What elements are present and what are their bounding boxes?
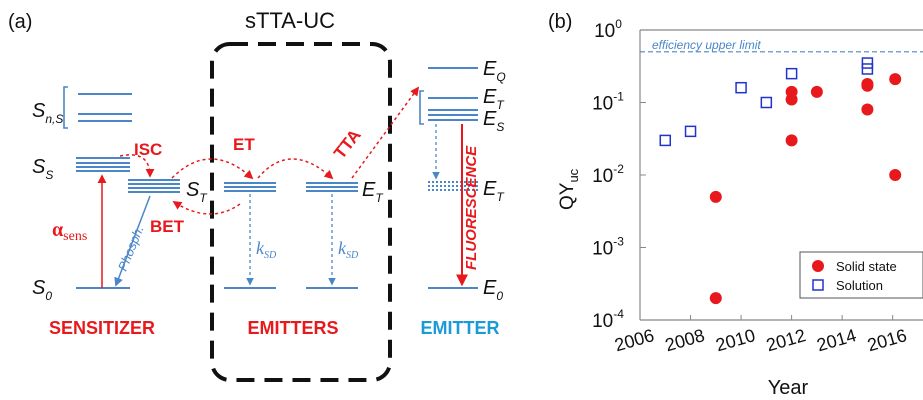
x-tick-label: 2010 — [713, 325, 757, 355]
tta-arrow — [351, 86, 420, 179]
y-tick-label: 10-2 — [592, 162, 624, 187]
emitter-levels-right — [428, 67, 478, 289]
panel-a-label: (a) — [8, 11, 32, 33]
x-tick-label: 2014 — [814, 325, 858, 355]
panel-a: (a) sTTA-UC Sn,S SS ST S0 αsens P — [8, 8, 506, 382]
bet-label: BET — [150, 217, 185, 236]
y-ticks: 100 10-1 10-2 10-3 10-4 — [592, 17, 646, 332]
point-solid-state — [785, 93, 798, 106]
x-axis-label: Year — [768, 377, 809, 399]
tta-label: TTA — [330, 126, 365, 163]
level-et2-label: ET — [483, 178, 505, 204]
level-es-label: ES — [483, 108, 504, 134]
point-solid-state — [810, 85, 823, 98]
point-solid-state — [889, 73, 902, 86]
legend: Solid state Solution — [799, 251, 923, 299]
level-et-label: ET — [483, 86, 505, 112]
es-bracket — [419, 90, 424, 125]
level-sn-label: Sn,S — [32, 100, 63, 126]
legend-marker-solution — [812, 279, 824, 291]
point-solution — [785, 67, 798, 80]
level-eq-label: EQ — [483, 58, 506, 84]
point-solution — [760, 96, 773, 109]
et-arrow-1 — [171, 158, 254, 180]
x-tick-label: 2016 — [865, 325, 909, 355]
point-solution — [659, 134, 672, 147]
panel-b: (b) efficiency upper limit 10010-110-210… — [548, 11, 923, 399]
x-ticks: 2006 2008 2010 2012 2014 2016 — [612, 315, 909, 355]
data-points — [659, 57, 902, 305]
ksd-label-1: kSD — [256, 238, 277, 261]
point-solid-state — [861, 103, 874, 116]
y-tick-label: 10-1 — [592, 90, 624, 115]
emitters-et-label: ET — [362, 179, 384, 205]
level-st-label: ST — [186, 179, 208, 205]
sensitizer-levels — [76, 93, 180, 289]
et-arrow-2 — [257, 158, 334, 180]
panel-b-label: (b) — [548, 11, 572, 33]
emitters-caption: EMITTERS — [247, 318, 338, 338]
sensitizer-caption: SENSITIZER — [49, 318, 155, 338]
y-tick-label: 10-3 — [592, 235, 624, 260]
point-solid-state — [785, 134, 798, 147]
et-label: ET — [233, 135, 255, 154]
legend-label-solution: Solution — [836, 278, 883, 293]
level-ss-label: SS — [32, 156, 53, 182]
legend-label-solid: Solid state — [836, 259, 897, 274]
efficiency-limit-label: efficiency upper limit — [652, 38, 761, 52]
sn-bracket — [63, 86, 68, 129]
isc-label: ISC — [134, 140, 162, 159]
y-tick-label: 10-4 — [592, 307, 624, 332]
y-tick-label: 100 — [594, 17, 622, 42]
level-e0-label: E0 — [483, 277, 503, 303]
point-solution — [861, 63, 874, 75]
level-s0-label: S0 — [32, 277, 52, 303]
phosph-arrow — [114, 195, 151, 287]
phosph-label: Phosph. — [115, 223, 147, 273]
point-solution — [684, 125, 697, 138]
point-solution — [735, 81, 747, 94]
emitter-levels-box — [224, 182, 358, 289]
x-tick-label: 2012 — [764, 325, 808, 355]
y-axis-label: QYuc — [557, 168, 581, 210]
emitters-dashed-box — [210, 42, 392, 382]
point-solid-state — [709, 292, 722, 305]
x-tick-label: 2008 — [663, 325, 707, 355]
box-title: sTTA-UC — [245, 8, 335, 33]
bet-arrow — [172, 201, 241, 215]
x-tick-label: 2006 — [612, 325, 656, 355]
emitter-caption: EMITTER — [421, 318, 500, 338]
ksd-label-2: kSD — [338, 238, 359, 261]
alpha-sens-label: αsens — [52, 219, 87, 244]
emitter-et-dotted — [428, 181, 478, 191]
point-solution — [861, 57, 874, 69]
point-solid-state — [709, 190, 722, 203]
legend-marker-solid — [812, 260, 824, 272]
point-solid-state — [889, 169, 902, 181]
point-solid-state — [861, 79, 874, 92]
fluorescence-label: FLUORESCENCE — [463, 145, 480, 270]
